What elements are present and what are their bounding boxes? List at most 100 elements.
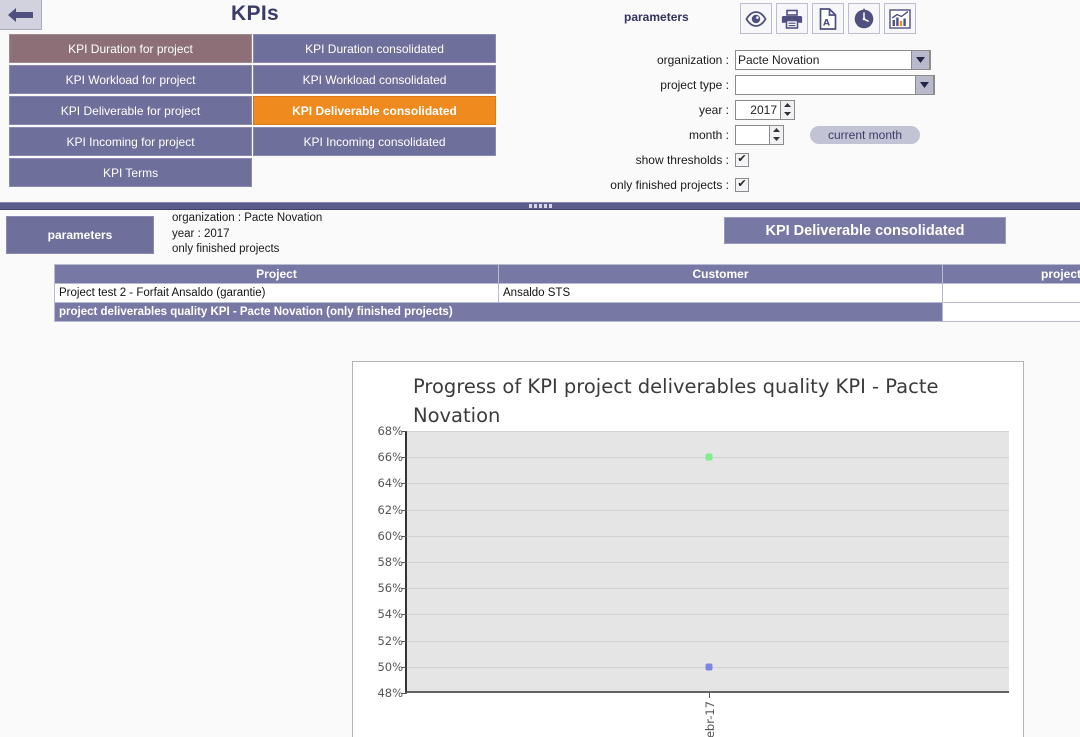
field-month: month : current month [560, 123, 960, 146]
chart-y-tickmark [402, 431, 407, 432]
print-icon [781, 9, 803, 29]
back-button[interactable] [0, 0, 42, 30]
chart-y-tickmark [402, 457, 407, 459]
chart-gridline [407, 614, 1009, 616]
field-year: year : 2017 [560, 98, 960, 121]
column-header-customer[interactable]: Customer [498, 264, 943, 284]
chart-y-tickmark [402, 614, 407, 616]
chart-plot-area: 68% 66% 64% 62% 60% 58% 56% 54% 52% 50% 48% febr-17 [377, 424, 1009, 737]
kpi-nav: KPI Duration for project KPI Duration co… [9, 34, 496, 187]
only-finished-projects-checkbox[interactable]: ✔ [735, 177, 749, 192]
chart-y-tick-label: 54% [377, 607, 403, 622]
chart-y-tickmark [402, 509, 407, 511]
current-month-button[interactable]: current month [810, 125, 921, 144]
chart-y-tickmark [402, 562, 407, 563]
chart-y-tick-label: 62% [377, 502, 403, 517]
table-header-row: Project Customer project [54, 264, 1080, 284]
organization-value: Pacte Novation [738, 52, 820, 67]
year-increment-button[interactable] [781, 101, 794, 110]
field-only-finished-projects: only finished projects : ✔ [560, 173, 960, 196]
nav-kpi-duration-for-project[interactable]: KPI Duration for project [9, 34, 252, 63]
chart-y-tick-label: 48% [377, 686, 403, 700]
chart-y-tickmark [402, 483, 407, 485]
chart-x-tickmark [709, 693, 710, 698]
field-show-thresholds: show thresholds : ✔ [560, 148, 960, 171]
chart-button[interactable] [884, 3, 916, 34]
show-thresholds-label: show thresholds : [635, 152, 729, 167]
column-header-project-2[interactable]: project [942, 264, 1080, 284]
summary-parameters-tab[interactable]: parameters [6, 216, 154, 254]
table-group-row[interactable]: project deliverables quality KPI - Pacte… [54, 302, 1080, 322]
month-increment-button[interactable] [770, 126, 783, 135]
field-organization: organization : Pacte Novation [560, 48, 960, 71]
column-header-project[interactable]: Project [54, 264, 499, 284]
year-stepper[interactable]: 2017 [735, 99, 795, 120]
nav-kpi-workload-consolidated[interactable]: KPI Workload consolidated [253, 65, 496, 94]
chart-y-tick-label: 58% [377, 555, 403, 569]
back-arrow-icon [7, 7, 34, 22]
year-stepper-buttons[interactable] [781, 99, 795, 120]
chart-x-tick-label: febr-17 [703, 701, 717, 737]
print-button[interactable] [776, 3, 808, 34]
chart-y-tickmark [402, 640, 407, 642]
nav-kpi-deliverable-consolidated[interactable]: KPI Deliverable consolidated [253, 96, 496, 125]
year-label: year : [698, 102, 729, 117]
history-button[interactable] [848, 3, 880, 34]
results-table: Project Customer project Project test 2 … [54, 264, 1080, 322]
clock-icon [853, 8, 875, 30]
group-row-blank [942, 302, 1080, 322]
nav-kpi-terms[interactable]: KPI Terms [9, 158, 252, 187]
organization-label: organization : [656, 52, 729, 67]
month-input[interactable] [735, 124, 770, 145]
show-thresholds-checkbox[interactable]: ✔ [735, 152, 749, 167]
chart-y-tickmark [402, 588, 407, 590]
chart-gridline [407, 483, 1009, 485]
panel-splitter[interactable] [0, 202, 1080, 210]
pdf-icon: A [819, 7, 837, 30]
month-stepper[interactable] [735, 124, 784, 145]
chart-gridline [407, 509, 1009, 511]
chart-data-point[interactable] [705, 453, 713, 461]
view-button[interactable] [740, 3, 772, 34]
chart-gridline [407, 562, 1009, 563]
cell-project-2 [942, 283, 1080, 303]
year-decrement-button[interactable] [781, 110, 794, 119]
organization-select[interactable]: Pacte Novation [735, 49, 931, 70]
chart-y-tickmark [402, 693, 407, 694]
pdf-button[interactable]: A [812, 3, 844, 34]
cell-project: Project test 2 - Forfait Ansaldo (garant… [54, 283, 499, 303]
nav-kpi-deliverable-for-project[interactable]: KPI Deliverable for project [9, 96, 252, 125]
table-row[interactable]: Project test 2 - Forfait Ansaldo (garant… [54, 283, 1080, 303]
nav-kpi-incoming-for-project[interactable]: KPI Incoming for project [9, 127, 252, 156]
view-icon [745, 10, 767, 27]
month-decrement-button[interactable] [770, 135, 783, 144]
chart-gridline [407, 588, 1009, 590]
page-title: KPIs [231, 2, 279, 25]
summary-line-organization: organization : Pacte Novation [172, 212, 323, 224]
chevron-down-icon[interactable] [911, 49, 930, 70]
parameters-form: organization : Pacte Novation project ty… [560, 48, 960, 198]
parameters-heading: parameters [624, 10, 689, 24]
project-type-select[interactable] [735, 74, 935, 95]
chart-title: Progress of KPI project deliverables qua… [413, 375, 939, 427]
chart-y-tick-label: 64% [377, 476, 403, 491]
chart-data-point[interactable] [705, 663, 713, 671]
chart-y-tick-label: 52% [377, 633, 403, 648]
report-toolbar: A [740, 3, 916, 34]
report-title-badge: KPI Deliverable consolidated [724, 217, 1006, 244]
chart-icon [889, 8, 911, 29]
month-stepper-buttons[interactable] [770, 124, 784, 145]
summary-line-year: year : 2017 [172, 227, 230, 240]
nav-kpi-workload-for-project[interactable]: KPI Workload for project [9, 65, 252, 94]
nav-spacer [253, 158, 496, 187]
field-project-type: project type : [560, 73, 960, 96]
svg-text:A: A [823, 18, 830, 28]
chart-y-tick-label: 50% [377, 659, 403, 674]
chevron-down-icon[interactable] [915, 74, 934, 95]
year-input[interactable]: 2017 [735, 99, 781, 120]
summary-parameters-values: organization : Pacte Novation year : 201… [172, 211, 322, 258]
nav-kpi-incoming-consolidated[interactable]: KPI Incoming consolidated [253, 127, 496, 156]
chart-y-tickmark [402, 535, 407, 537]
nav-kpi-duration-consolidated[interactable]: KPI Duration consolidated [253, 34, 496, 63]
